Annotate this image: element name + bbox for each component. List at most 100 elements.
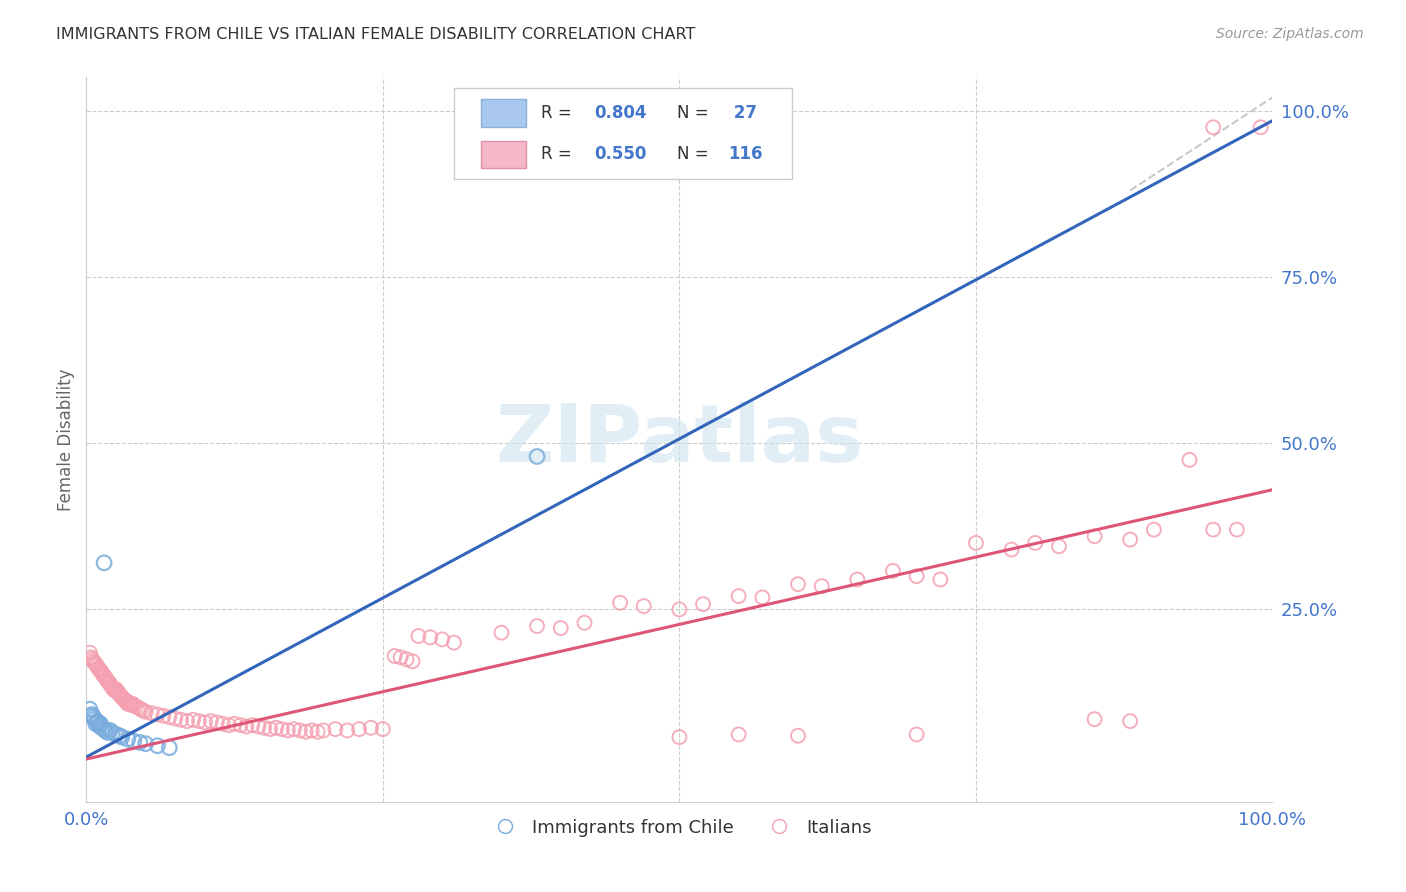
Point (384, 648, 406, 663)
Point (294, 724, 316, 739)
Point (609, 596, 631, 610)
Point (103, 682, 125, 697)
Point (97, 675, 120, 690)
Point (347, 722, 370, 736)
Point (96, 672, 118, 686)
Point (117, 732, 139, 747)
Point (100, 679, 122, 693)
Point (810, 579, 832, 593)
Point (574, 615, 596, 630)
Point (93, 556, 115, 570)
Point (395, 652, 418, 666)
Point (111, 730, 134, 744)
Point (846, 573, 869, 587)
Point (1047, 539, 1070, 553)
Point (1202, 523, 1225, 537)
Point (90, 721, 112, 735)
Point (82, 652, 104, 666)
Point (751, 591, 773, 605)
Point (1202, 120, 1225, 135)
Point (1083, 712, 1105, 726)
Point (491, 625, 513, 640)
Point (120, 698, 142, 713)
Point (882, 564, 904, 578)
Point (360, 721, 382, 735)
Point (288, 723, 311, 738)
Point (157, 740, 180, 755)
Point (787, 729, 810, 743)
Point (1178, 452, 1201, 467)
Point (118, 696, 141, 710)
Point (91, 667, 114, 681)
Point (82, 654, 104, 668)
Point (82, 707, 104, 722)
Point (1119, 714, 1142, 728)
Point (194, 715, 217, 730)
Point (112, 692, 135, 706)
Point (264, 721, 287, 735)
Point (146, 739, 169, 753)
Text: Source: ZipAtlas.com: Source: ZipAtlas.com (1216, 27, 1364, 41)
Point (86, 714, 108, 728)
Point (87, 661, 110, 675)
Point (1000, 542, 1022, 557)
Text: R =: R = (540, 103, 576, 122)
Text: 0.804: 0.804 (593, 103, 647, 122)
Point (205, 715, 228, 730)
Point (526, 450, 548, 464)
Point (325, 722, 347, 736)
Point (90, 665, 112, 680)
Point (235, 719, 257, 733)
Point (135, 737, 157, 751)
Text: 27: 27 (728, 103, 756, 122)
Text: 116: 116 (728, 145, 762, 163)
Point (104, 727, 127, 741)
Point (181, 713, 204, 727)
Point (727, 589, 749, 603)
Point (82, 710, 104, 724)
Point (336, 723, 359, 738)
Point (121, 697, 143, 711)
Point (633, 599, 655, 613)
Point (94, 723, 117, 738)
Point (146, 707, 169, 722)
Point (94, 670, 117, 684)
Point (83, 656, 105, 670)
Point (1083, 529, 1105, 543)
Point (135, 705, 157, 719)
Point (107, 685, 129, 699)
Point (112, 691, 135, 706)
Point (389, 650, 412, 665)
Y-axis label: Female Disability: Female Disability (58, 368, 75, 511)
Point (97, 725, 120, 739)
Point (905, 569, 928, 583)
Point (111, 690, 134, 705)
Point (128, 735, 150, 749)
Point (526, 619, 548, 633)
Point (98, 723, 121, 738)
Point (1024, 536, 1046, 550)
Point (176, 714, 198, 728)
Point (550, 621, 572, 635)
Point (79, 702, 101, 716)
Point (408, 629, 430, 643)
Point (787, 577, 810, 591)
Point (93, 722, 115, 736)
Point (1250, 120, 1272, 135)
Point (692, 597, 714, 611)
Point (1226, 523, 1249, 537)
Point (125, 699, 148, 714)
Point (89, 664, 111, 678)
Point (277, 723, 299, 738)
Bar (481, 141, 526, 169)
Point (89, 662, 111, 676)
Point (84, 657, 107, 671)
Point (104, 683, 127, 698)
Point (120, 697, 142, 711)
Point (80, 650, 103, 665)
Point (965, 536, 987, 550)
Point (110, 689, 132, 703)
Point (86, 659, 108, 673)
Point (229, 718, 252, 732)
Point (929, 573, 952, 587)
